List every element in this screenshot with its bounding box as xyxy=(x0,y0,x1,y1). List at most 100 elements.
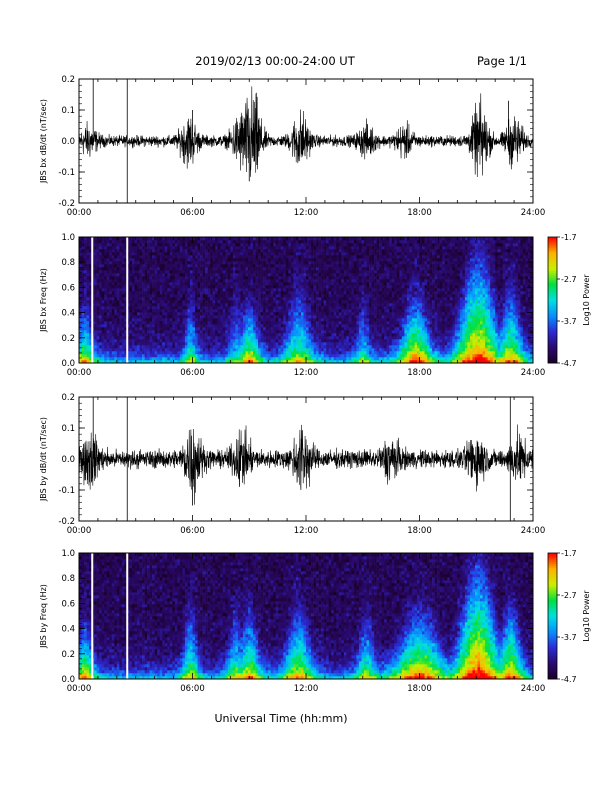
spectrogram-cell xyxy=(303,330,307,334)
spectrogram-cell xyxy=(131,255,135,259)
spectrogram-cell xyxy=(134,327,138,331)
spectrogram-cell xyxy=(215,279,219,283)
spectrogram-cell xyxy=(232,246,236,250)
spectrogram-cell xyxy=(116,270,120,274)
spectrogram-cell xyxy=(220,297,224,301)
spectrogram-cell xyxy=(96,288,100,292)
spectrogram-cell xyxy=(195,303,198,307)
spectrogram-cell xyxy=(313,261,317,265)
spectrogram-cell xyxy=(126,312,130,316)
spectrogram-cell xyxy=(225,279,229,283)
spectrogram-cell xyxy=(131,321,135,325)
spectrogram-cell xyxy=(139,360,143,364)
spectrogram-cell xyxy=(139,270,143,274)
spectrogram-cell xyxy=(285,351,289,355)
spectrogram-cell xyxy=(174,261,178,265)
spectrogram-cell xyxy=(197,309,201,313)
spectrogram-cell xyxy=(144,243,148,247)
spectrogram-cell xyxy=(154,324,158,328)
spectrogram-cell xyxy=(167,357,171,361)
spectrogram-cell xyxy=(227,249,231,253)
spectrogram-cell xyxy=(227,321,231,325)
spectrogram-cell xyxy=(195,297,198,301)
spectrogram-cell xyxy=(86,267,90,271)
spectrogram-cell xyxy=(101,324,105,328)
spectrogram-cell xyxy=(346,252,350,256)
spectrogram-cell xyxy=(303,249,307,253)
spectrogram-cell xyxy=(192,270,196,274)
spectrogram-cell xyxy=(205,288,208,292)
spectrogram-cell xyxy=(172,249,176,253)
spectrogram-cell xyxy=(86,327,90,331)
spectrogram-cell xyxy=(366,282,370,286)
spectrogram-cell xyxy=(232,306,236,310)
spectrogram-cell xyxy=(147,333,150,337)
spectrogram-cell xyxy=(285,267,289,271)
spectrogram-cell xyxy=(86,330,90,334)
spectrogram-cell xyxy=(338,282,342,286)
spectrogram-cell xyxy=(369,240,372,244)
spectrogram-cell xyxy=(263,237,266,241)
spectrogram-cell xyxy=(114,318,118,322)
spectrogram-cell xyxy=(179,354,183,358)
spectrogram-cell xyxy=(293,270,297,274)
spectrogram-cell xyxy=(275,330,279,334)
spectrogram-cell xyxy=(197,345,201,349)
spectrogram-cell xyxy=(81,345,85,349)
spectrogram-cell xyxy=(336,276,340,280)
spectrogram-cell xyxy=(149,333,153,337)
spectrogram-cell xyxy=(222,300,226,304)
spectrogram-cell xyxy=(109,342,113,346)
spectrogram-cell xyxy=(124,324,128,328)
spectrogram-cell xyxy=(232,336,236,340)
spectrogram-cell xyxy=(283,348,287,352)
spectrogram-cell xyxy=(177,279,181,283)
spectrogram-cell xyxy=(321,333,324,337)
spectrogram-cell xyxy=(81,240,85,244)
spectrogram-cell xyxy=(159,282,163,286)
spectrogram-cell xyxy=(258,261,261,265)
spectrogram-cell xyxy=(179,321,183,325)
spectrogram-cell xyxy=(147,336,150,340)
spectrogram-cell xyxy=(338,240,342,244)
spectrogram-cell xyxy=(258,291,261,295)
spectrogram-cell xyxy=(333,285,337,289)
spectrogram-cell xyxy=(212,315,216,319)
spectrogram-cell xyxy=(232,240,236,244)
spectrogram-cell xyxy=(101,246,105,250)
spectrogram-cell xyxy=(341,360,345,364)
spectrogram-cell xyxy=(308,264,312,268)
spectrogram-cell xyxy=(167,276,171,280)
spectrogram-cell xyxy=(96,246,100,250)
spectrogram-cell xyxy=(270,252,274,256)
spectrogram-cell xyxy=(139,255,143,259)
spectrogram-cell xyxy=(119,291,123,295)
spectrogram-cell xyxy=(265,237,269,241)
spectrogram-cell xyxy=(263,285,266,289)
spectrogram-cell xyxy=(157,357,161,361)
spectrogram-cell xyxy=(306,294,309,298)
spectrogram-cell xyxy=(358,243,362,247)
spectrogram-cell xyxy=(220,303,224,307)
spectrogram-cell xyxy=(177,240,181,244)
spectrogram-cell xyxy=(311,279,314,283)
spectrogram-cell xyxy=(139,336,143,340)
spectrogram-cell xyxy=(167,270,171,274)
spectrogram-cell xyxy=(250,267,254,271)
spectrogram-cell xyxy=(99,327,102,331)
spectrogram-cell xyxy=(321,270,324,274)
spectrogram-cell xyxy=(260,294,264,298)
spectrogram-cell xyxy=(338,264,342,268)
spectrogram-cell xyxy=(318,294,322,298)
spectrogram-cell xyxy=(270,264,274,268)
spectrogram-cell xyxy=(346,345,350,349)
spectrogram-cell xyxy=(311,270,314,274)
spectrogram-cell xyxy=(351,318,355,322)
spectrogram-cell xyxy=(306,327,309,331)
spectrogram-cell xyxy=(258,267,261,271)
spectrogram-cell xyxy=(369,297,372,301)
spectrogram-cell xyxy=(313,324,317,328)
spectrogram-cell xyxy=(270,360,274,364)
spectrogram-cell xyxy=(164,312,168,316)
spectrogram-cell xyxy=(295,336,299,340)
